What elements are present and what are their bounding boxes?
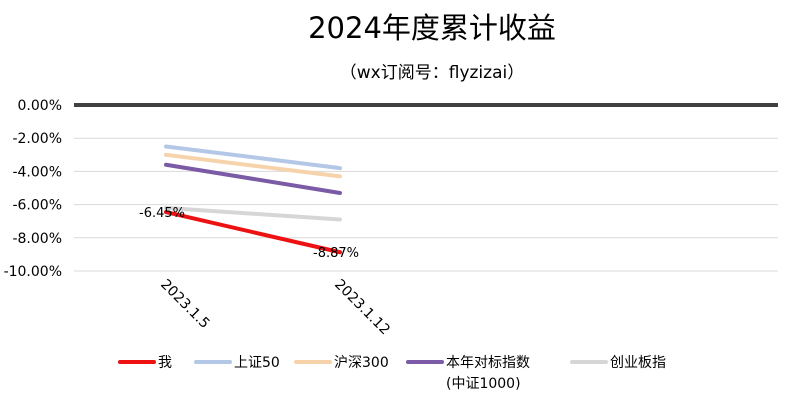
- legend-label: 创业板指: [610, 355, 666, 371]
- series-line-0: [164, 210, 342, 255]
- legend-label: 上证50: [234, 355, 280, 371]
- y-tick-label: -2.00%: [12, 131, 62, 147]
- y-tick-label: 0.00%: [18, 98, 62, 114]
- data-label: -8.87%: [313, 246, 359, 261]
- y-tick-label: -8.00%: [12, 231, 62, 247]
- series-lines: [164, 144, 342, 255]
- x-tick-label: 2023.1.5: [157, 277, 212, 332]
- chart-subtitle: （wx订阅号：flyzizai）: [340, 63, 524, 83]
- legend: 我 上证50 沪深300 本年对标指数 (中证1000) 创业板指: [118, 355, 666, 392]
- legend-label: 沪深300: [334, 355, 389, 371]
- data-label: -6.45%: [139, 206, 185, 221]
- series-line-1: [164, 144, 342, 171]
- chart-title: 2024年度累计收益: [308, 11, 556, 45]
- series-line-2: [164, 152, 342, 179]
- x-tick-label: 2023.1.12: [331, 277, 393, 339]
- y-tick-label: -10.00%: [4, 264, 62, 280]
- legend-label: 我: [158, 355, 172, 371]
- series-line-3: [164, 162, 342, 195]
- y-tick-label: -4.00%: [12, 164, 62, 180]
- data-labels: -6.45% -8.87%: [139, 206, 359, 261]
- x-axis-ticks: 2023.1.5 2023.1.12: [157, 277, 393, 339]
- gridlines: [74, 103, 778, 272]
- legend-label-line2: (中证1000): [446, 376, 521, 392]
- y-tick-label: -6.00%: [12, 198, 62, 214]
- legend-label: 本年对标指数: [446, 355, 530, 371]
- y-axis-ticks: 0.00% -2.00% -4.00% -6.00% -8.00% -10.00%: [4, 98, 62, 280]
- series-line-4: [164, 205, 342, 222]
